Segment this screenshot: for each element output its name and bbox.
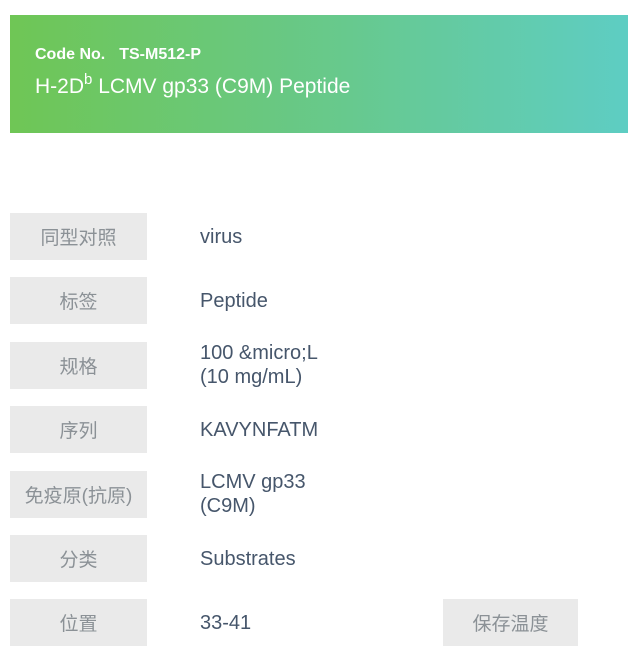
spec-value-isotype-control: virus xyxy=(200,225,243,248)
spec-label-position: 位置 xyxy=(10,599,147,646)
spec-label-tag: 标签 xyxy=(10,277,147,324)
code-number-value: TS-M512-P xyxy=(119,46,202,63)
spec-row-position: 位置 33-41 保存温度 xyxy=(10,599,628,646)
spec-value-category: Substrates xyxy=(200,547,296,570)
spec-row-size: 规格 100 &micro;L (10 mg/mL) xyxy=(10,341,628,389)
spec-value-immunogen: LCMV gp33 (C9M) xyxy=(200,471,306,517)
product-spec-table: 同型对照 virus 标签 Peptide 规格 100 &micro;L (1… xyxy=(0,213,628,646)
product-title-base: H-2D xyxy=(35,75,85,98)
spec-label-isotype-control: 同型对照 xyxy=(10,213,147,260)
spec-row-category: 分类 Substrates xyxy=(10,535,628,582)
spec-value-sequence: KAVYNFATM xyxy=(200,418,319,441)
product-title-superscript: b xyxy=(84,71,93,88)
product-title-rest: LCMV gp33 (C9M) Peptide xyxy=(92,75,351,98)
spec-label-category: 分类 xyxy=(10,535,147,582)
product-title: H-2Db LCMV gp33 (C9M) Peptide xyxy=(35,71,628,102)
product-header-banner: Code No. TS-M512-P H-2Db LCMV gp33 (C9M) … xyxy=(10,15,628,133)
spec-value-size: 100 &micro;L (10 mg/mL) xyxy=(200,342,318,388)
spec-label-sequence: 序列 xyxy=(10,406,147,453)
code-number-line: Code No. TS-M512-P xyxy=(35,46,628,64)
spec-label-immunogen: 免疫原(抗原) xyxy=(10,470,147,518)
spec-row-immunogen: 免疫原(抗原) LCMV gp33 (C9M) xyxy=(10,470,628,518)
spec-label-storage-temperature: 保存温度 xyxy=(443,599,578,646)
spec-label-size: 规格 xyxy=(10,341,147,389)
spec-value-position: 33-41 xyxy=(200,611,252,634)
spec-row-isotype-control: 同型对照 virus xyxy=(10,213,628,260)
spec-row-sequence: 序列 KAVYNFATM xyxy=(10,406,628,453)
spec-value-tag: Peptide xyxy=(200,289,268,312)
spec-row-tag: 标签 Peptide xyxy=(10,277,628,324)
code-number-label: Code No. xyxy=(35,46,106,63)
